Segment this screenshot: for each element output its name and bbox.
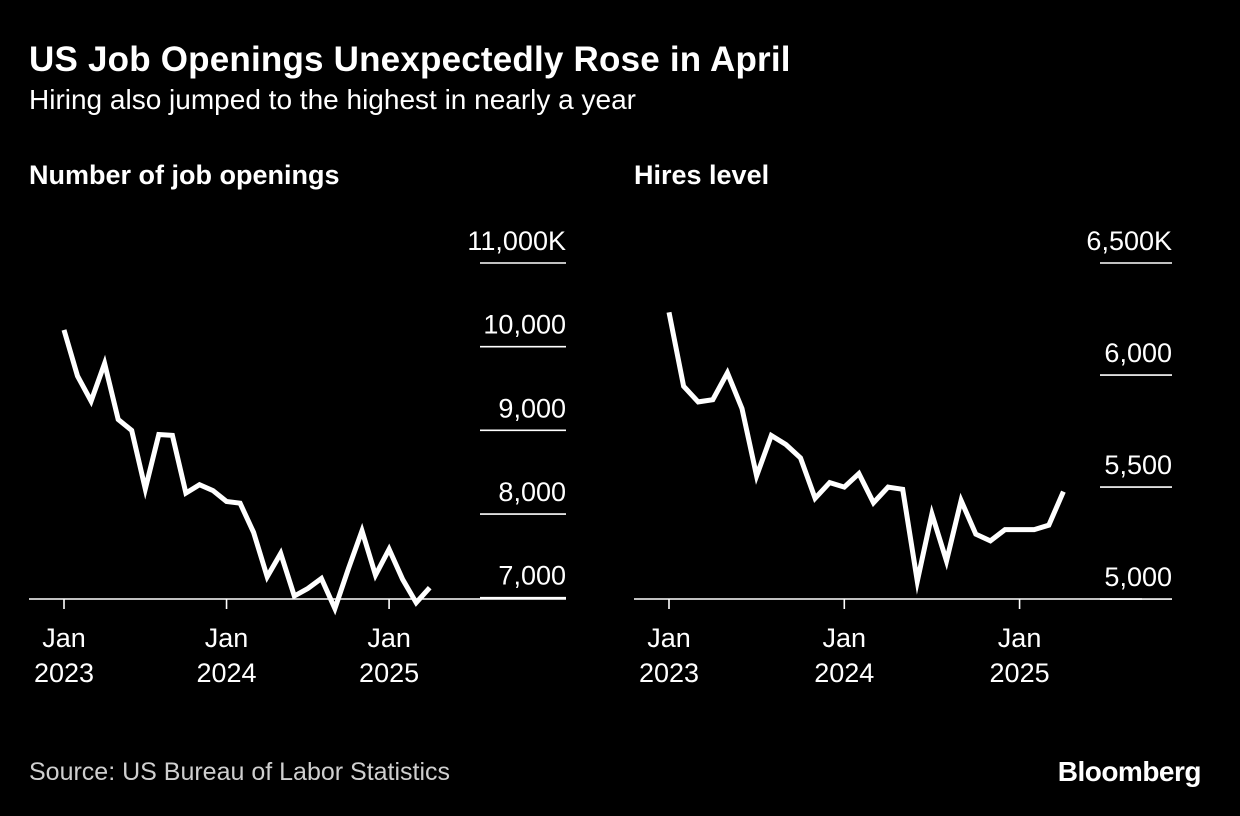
hires-y-tick-label: 5,000: [1104, 562, 1172, 592]
job-openings-series-line: [61, 329, 432, 616]
job-openings-y-tick-label: 9,000: [498, 393, 566, 423]
job-openings-y-tick-label: 8,000: [498, 477, 566, 507]
job-openings-panel-title: Number of job openings: [29, 160, 340, 190]
chart-subtitle: Hiring also jumped to the highest in nea…: [29, 84, 637, 115]
hires-x-tick-label-year: 2025: [990, 658, 1050, 688]
hires-panel-title: Hires level: [634, 160, 770, 190]
job-openings-y-tick-label: 11,000K: [467, 226, 566, 256]
job-openings-x-tick-label-month: Jan: [42, 623, 86, 653]
hires-y-tick-label: 6,500K: [1086, 226, 1172, 256]
job-openings-x-tick-label-month: Jan: [367, 623, 411, 653]
job-openings-x-tick-label-month: Jan: [205, 623, 249, 653]
source-note: Source: US Bureau of Labor Statistics: [29, 758, 451, 786]
hires-y-tick-label: 5,500: [1104, 450, 1172, 480]
job-openings-x-tick-label-year: 2024: [197, 658, 257, 688]
chart-title: US Job Openings Unexpectedly Rose in Apr…: [29, 40, 791, 79]
hires-x-tick-label-month: Jan: [823, 623, 867, 653]
hires-y-tick-label: 6,000: [1104, 338, 1172, 368]
bloomberg-logo: Bloomberg: [1057, 756, 1202, 787]
hires-x-tick-label-month: Jan: [998, 623, 1042, 653]
job-openings-y-tick-label: 10,000: [483, 310, 566, 340]
hires-x-tick-label-month: Jan: [647, 623, 691, 653]
job-openings-x-tick-label-year: 2025: [359, 658, 419, 688]
hires-x-tick-label-year: 2024: [814, 658, 874, 688]
job-openings-chart: 7,000 8,000 9,000 10,000 11,000K Jan 2023 Jan 20…: [29, 226, 566, 688]
hires-series-line: [666, 311, 1066, 595]
job-openings-x-tick-label-year: 2023: [34, 658, 94, 688]
job-openings-y-tick-label: 7,000: [498, 561, 566, 591]
hires-x-tick-label-year: 2023: [639, 658, 699, 688]
